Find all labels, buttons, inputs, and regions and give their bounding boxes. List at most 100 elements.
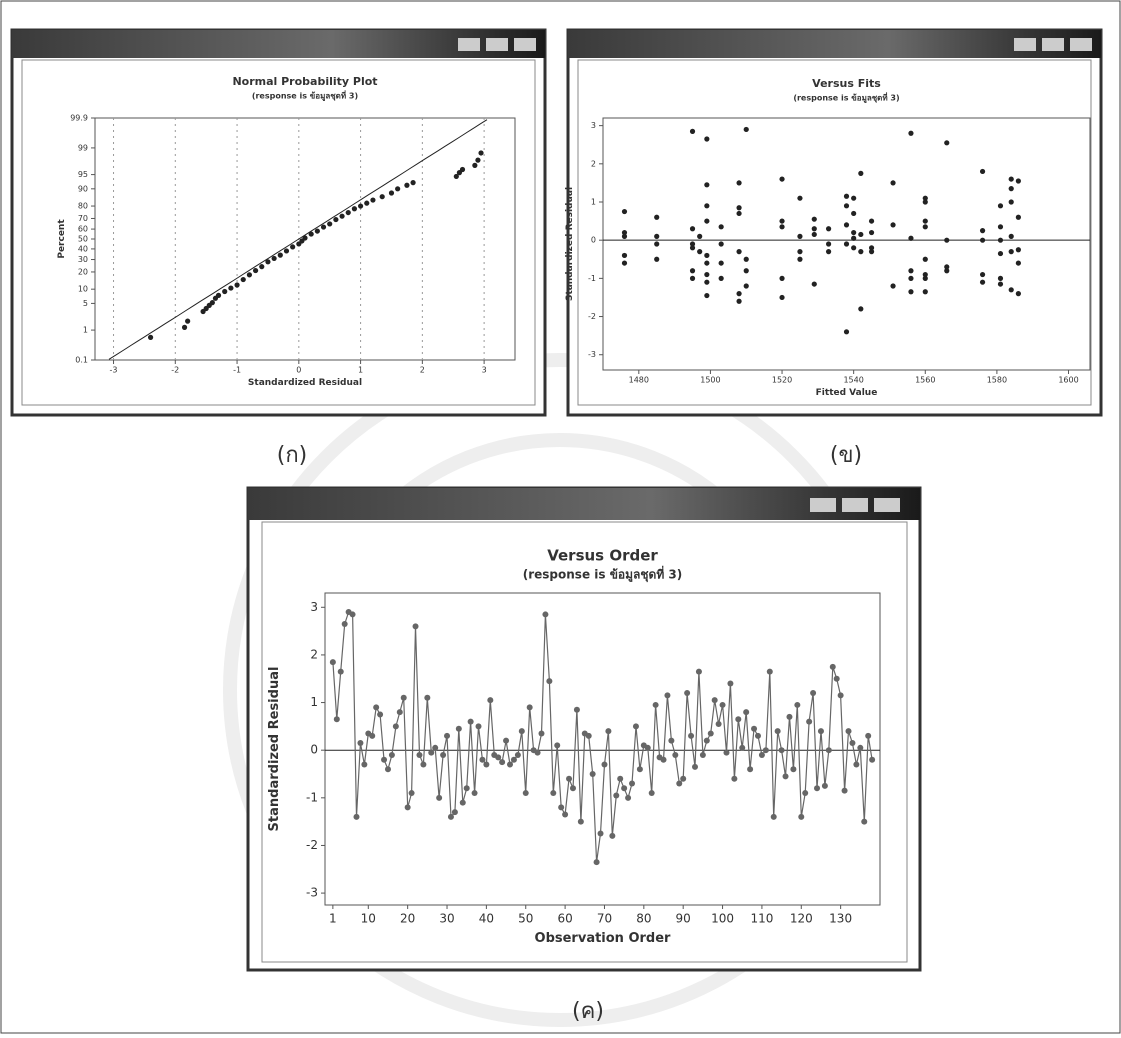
data-point (621, 260, 628, 266)
x-tick-label: 40 (479, 912, 494, 926)
data-point (613, 792, 620, 799)
minimize-button[interactable] (810, 498, 836, 512)
data-point (997, 250, 1004, 257)
caption: (ข) (830, 443, 862, 468)
x-tick-label: 130 (829, 912, 852, 926)
data-point (436, 794, 443, 801)
data-point (1015, 178, 1021, 184)
data-point (377, 711, 384, 718)
data-point (851, 210, 857, 217)
data-point (774, 728, 781, 735)
y-axis-label: Standardized Residual (267, 667, 282, 832)
data-point (688, 732, 695, 739)
data-point (858, 306, 864, 312)
close-button[interactable] (874, 498, 900, 512)
data-point (711, 697, 718, 704)
data-point (459, 799, 466, 806)
data-point (704, 260, 710, 266)
data-point (440, 751, 447, 758)
data-point (779, 224, 785, 230)
data-point (703, 737, 710, 744)
data-point (718, 241, 724, 247)
maximize-button[interactable] (842, 498, 868, 512)
data-point (843, 329, 850, 335)
x-tick-label: 70 (597, 912, 612, 926)
y-tick-label: 60 (78, 225, 88, 234)
data-point (320, 224, 327, 230)
data-point (861, 818, 868, 825)
data-point (621, 229, 628, 236)
data-point (758, 751, 765, 758)
data-point (689, 268, 696, 274)
data-point (979, 237, 986, 243)
data-point (664, 692, 671, 699)
x-tick-label: 1520 (772, 376, 792, 385)
y-tick-label: 1 (310, 695, 318, 709)
data-point (997, 237, 1004, 243)
x-tick-label: 90 (676, 912, 691, 926)
data-point (361, 761, 368, 768)
data-point (648, 790, 655, 797)
data-point (868, 218, 875, 224)
data-point (689, 245, 696, 251)
data-point (782, 773, 789, 780)
close-button[interactable] (1070, 38, 1092, 51)
data-point (259, 264, 265, 270)
data-point (922, 195, 928, 201)
data-point (704, 252, 710, 259)
x-tick-label: 0 (296, 366, 301, 375)
data-point (802, 790, 809, 797)
data-point (621, 208, 628, 215)
y-tick-label: -3 (588, 350, 596, 359)
data-point (797, 233, 803, 239)
chart-title: Versus Order (547, 547, 658, 565)
data-point (222, 288, 228, 295)
data-point (345, 209, 351, 216)
minimize-button[interactable] (1014, 38, 1036, 51)
data-point (843, 193, 850, 199)
minimize-button[interactable] (458, 38, 480, 51)
x-axis-label: Standardized Residual (248, 378, 362, 388)
x-axis-label: Observation Order (535, 931, 672, 946)
data-point (1008, 249, 1014, 255)
data-point (408, 790, 415, 797)
data-point (400, 694, 407, 701)
data-point (851, 195, 857, 201)
chart-subtitle: (response is ข้อมูลชุดที่ 3) (252, 90, 358, 102)
data-point (246, 272, 253, 278)
data-point (751, 725, 758, 732)
data-point (825, 249, 832, 255)
data-point (478, 150, 484, 156)
x-tick-label: 10 (361, 912, 376, 926)
data-point (672, 751, 679, 758)
data-point (727, 680, 734, 687)
maximize-button[interactable] (486, 38, 508, 51)
data-point (181, 324, 188, 330)
plot-area (602, 117, 1091, 371)
data-point (577, 818, 584, 825)
data-point (412, 623, 419, 630)
close-button[interactable] (514, 38, 536, 51)
data-point (704, 182, 710, 188)
data-point (589, 771, 596, 778)
data-point (735, 716, 742, 723)
data-point (922, 256, 928, 262)
data-point (810, 690, 817, 697)
data-point (554, 742, 561, 749)
data-point (766, 668, 773, 675)
data-point (825, 226, 832, 232)
data-point (526, 704, 533, 711)
data-point (451, 809, 458, 816)
maximize-button[interactable] (1042, 38, 1064, 51)
x-tick-label: 80 (636, 912, 651, 926)
data-point (329, 659, 336, 666)
data-point (459, 166, 466, 173)
data-point (779, 218, 785, 224)
data-point (715, 720, 722, 727)
data-point (811, 226, 817, 232)
data-point (797, 249, 803, 255)
data-point (770, 813, 777, 820)
data-point (851, 235, 857, 241)
data-point (695, 668, 702, 675)
